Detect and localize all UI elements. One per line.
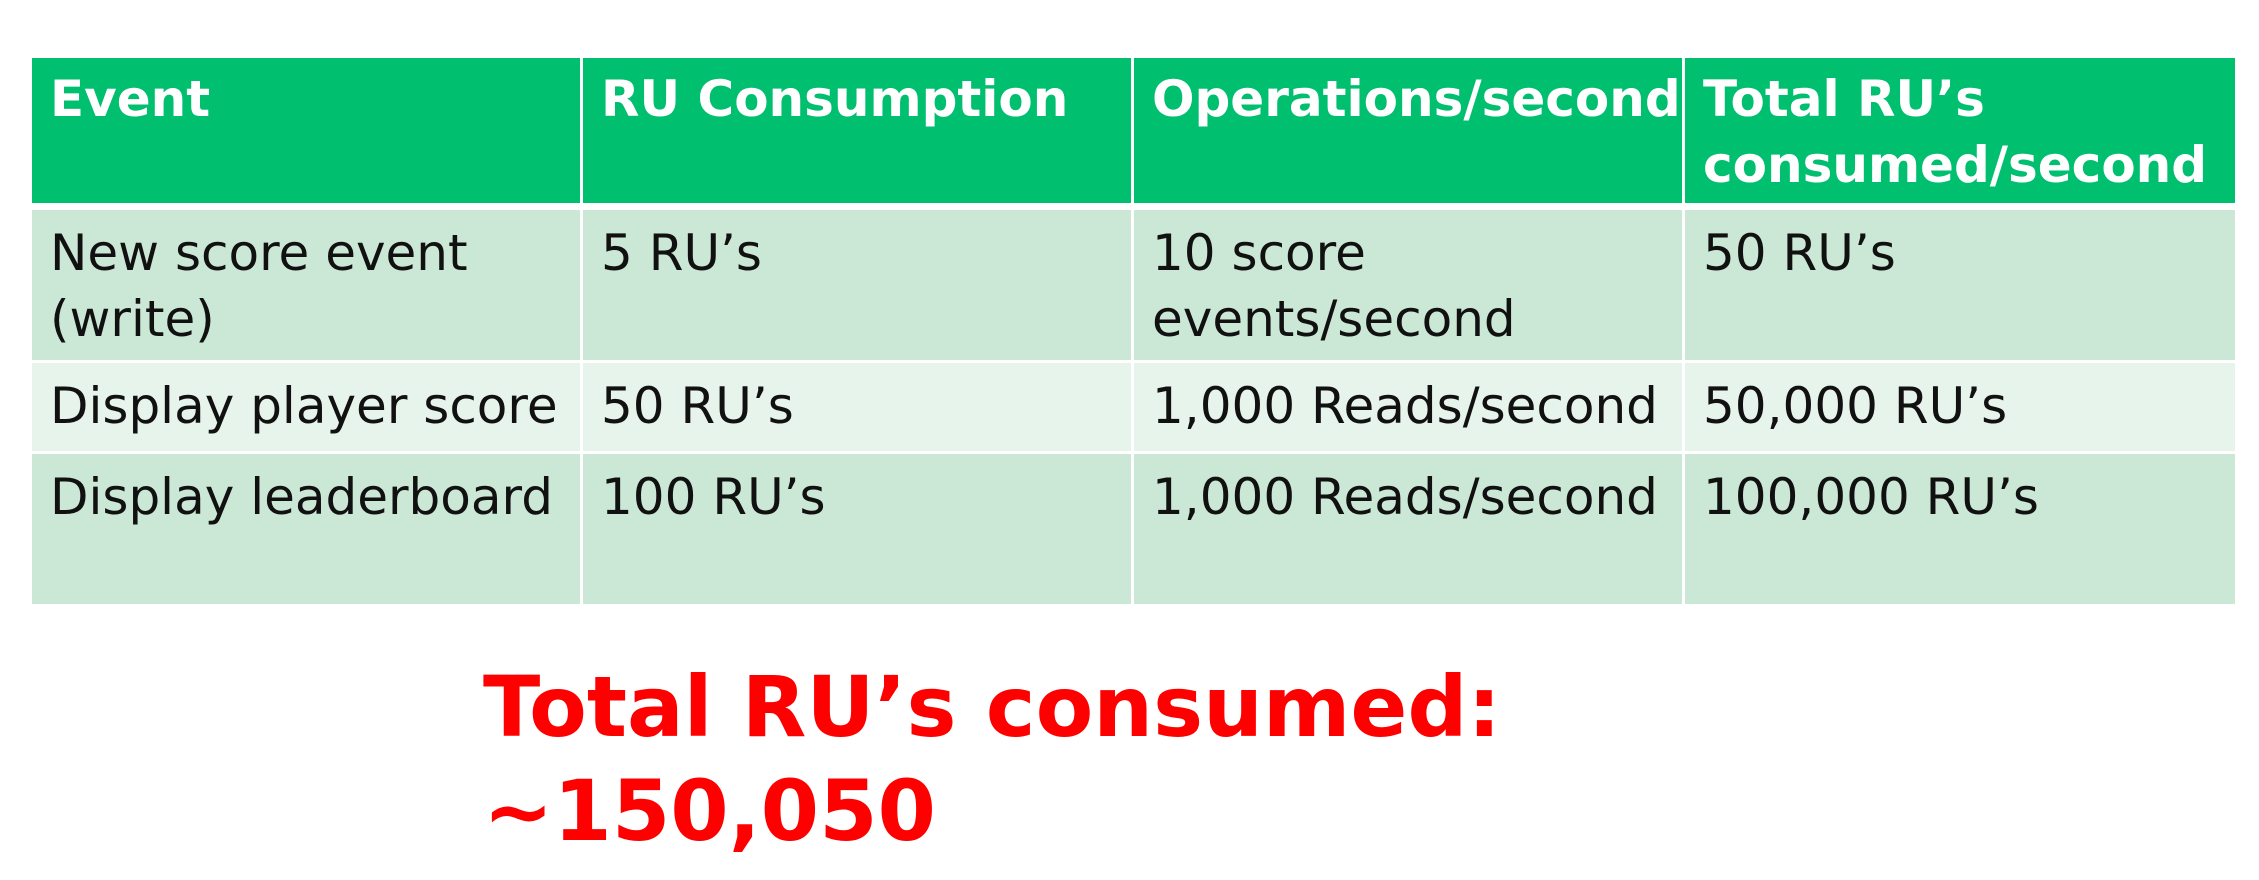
cell-ru-consumption: 100 RU’s <box>580 451 1134 607</box>
total-rus-summary: Total RU’s consumed: ~150,050 <box>483 655 1683 863</box>
table-row: New score event (write) 5 RU’s 10 score … <box>29 205 2238 363</box>
cell-operations: 1,000 Reads/second <box>1131 360 1685 454</box>
cell-event: Display player score <box>29 360 583 454</box>
cell-total-rus: 50 RU’s <box>1682 205 2238 363</box>
cell-total-rus: 50,000 RU’s <box>1682 360 2238 454</box>
ru-consumption-table: Event RU Consumption Operations/second T… <box>29 55 2238 607</box>
table-row: Display player score 50 RU’s 1,000 Reads… <box>29 360 2238 454</box>
header-total-rus-per-second: Total RU’s consumed/second <box>1682 55 2238 210</box>
total-value: ~150,050 <box>483 762 936 860</box>
cell-ru-consumption: 5 RU’s <box>580 205 1134 363</box>
cell-ru-consumption: 50 RU’s <box>580 360 1134 454</box>
table-header-row: Event RU Consumption Operations/second T… <box>29 55 2238 210</box>
cell-operations: 10 score events/second <box>1131 205 1685 363</box>
cell-operations: 1,000 Reads/second <box>1131 451 1685 607</box>
cell-event: New score event (write) <box>29 205 583 363</box>
cell-total-rus: 100,000 RU’s <box>1682 451 2238 607</box>
header-operations-per-second: Operations/second <box>1131 55 1685 210</box>
cell-event: Display leaderboard <box>29 451 583 607</box>
header-event: Event <box>29 55 583 210</box>
table-row: Display leaderboard 100 RU’s 1,000 Reads… <box>29 451 2238 607</box>
header-ru-consumption: RU Consumption <box>580 55 1134 210</box>
total-label: Total RU’s consumed: <box>483 658 1502 756</box>
